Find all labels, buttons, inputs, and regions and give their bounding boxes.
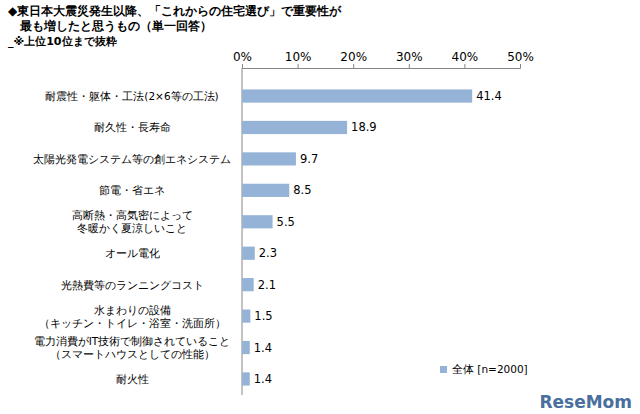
tick-label: 40% — [452, 50, 479, 64]
subtitle: _※上位10位まで抜粋 — [8, 35, 117, 48]
tick-label: 20% — [340, 50, 367, 64]
tick-mark — [464, 64, 465, 68]
legend-swatch — [440, 366, 447, 373]
tick: 30% — [396, 50, 423, 68]
watermark: ReseMom — [539, 392, 632, 412]
category-label: オール電化 — [105, 247, 160, 259]
category-label: 水まわりの設備（キッチン・トイレ・浴室・洗面所） — [39, 304, 226, 329]
category-label: 耐火性 — [116, 373, 149, 385]
category-label: 太陽光発電システム等の創エネシステム — [33, 153, 231, 165]
axis-line — [243, 64, 521, 69]
tick-mark — [242, 64, 243, 68]
bar — [242, 152, 296, 165]
data-label: 9.7 — [300, 152, 318, 166]
bar — [242, 215, 273, 228]
category-label: 電力消費がIT技術で制御されていること（スマートハウスとしての性能） — [34, 335, 231, 360]
category-label: 節電・省エネ — [99, 184, 165, 196]
data-label: 2.3 — [259, 246, 277, 260]
tick: 20% — [340, 50, 367, 68]
bar — [242, 341, 250, 354]
tick-label: 30% — [396, 50, 423, 64]
data-label: 8.5 — [293, 183, 311, 197]
x-axis: 0% 10% 20% 30% 40% 50% — [233, 50, 534, 69]
legend: 全体 [n=2000] — [440, 363, 528, 375]
tick-label: 10% — [285, 50, 312, 64]
bar — [242, 372, 250, 385]
bar — [242, 309, 250, 322]
bars — [242, 89, 472, 385]
data-labels: 41.4 18.9 9.7 8.5 5.5 2.3 2.1 1.5 1.4 1.4 — [254, 89, 502, 386]
tick: 0% — [233, 50, 252, 68]
data-label: 18.9 — [351, 120, 377, 134]
category-label: 光熱費等のランニングコスト — [61, 279, 204, 291]
tick: 40% — [452, 50, 479, 68]
data-label: 2.1 — [258, 278, 276, 292]
data-label: 1.4 — [254, 372, 272, 386]
data-label: 1.4 — [254, 341, 272, 355]
data-label: 41.4 — [476, 89, 502, 103]
data-label: 5.5 — [277, 215, 295, 229]
tick-label: 0% — [233, 50, 252, 64]
chart: ◆東日本大震災発生以降、「これからの住宅選び」で重要性が最も増したと思うもの（単… — [0, 0, 640, 414]
category-label: 耐震性・躯体・工法(2×6等の工法) — [45, 90, 218, 102]
tick-mark — [409, 64, 410, 68]
bar — [242, 121, 347, 134]
tick-mark — [298, 64, 299, 68]
category-label: 耐久性・長寿命 — [94, 121, 171, 133]
legend-label: 全体 [n=2000] — [452, 363, 528, 375]
tick: 50% — [507, 50, 534, 68]
tick-mark — [353, 64, 354, 68]
data-label: 1.5 — [254, 309, 272, 323]
tick-label: 50% — [507, 50, 534, 64]
title: ◆東日本大震災発生以降、「これからの住宅選び」で重要性が最も増したと思うもの（単… — [8, 4, 342, 33]
bar — [242, 247, 255, 260]
tick-mark — [520, 64, 521, 68]
category-label: 高断熱・高気密によって冬暖かく夏涼しいこと — [72, 209, 193, 234]
tick: 10% — [285, 50, 312, 68]
category-labels: 耐震性・躯体・工法(2×6等の工法) 耐久性・長寿命太陽光発電システム等の創エネシ… — [33, 90, 231, 385]
bar — [242, 184, 289, 197]
bar — [242, 89, 472, 102]
bar — [242, 278, 254, 291]
